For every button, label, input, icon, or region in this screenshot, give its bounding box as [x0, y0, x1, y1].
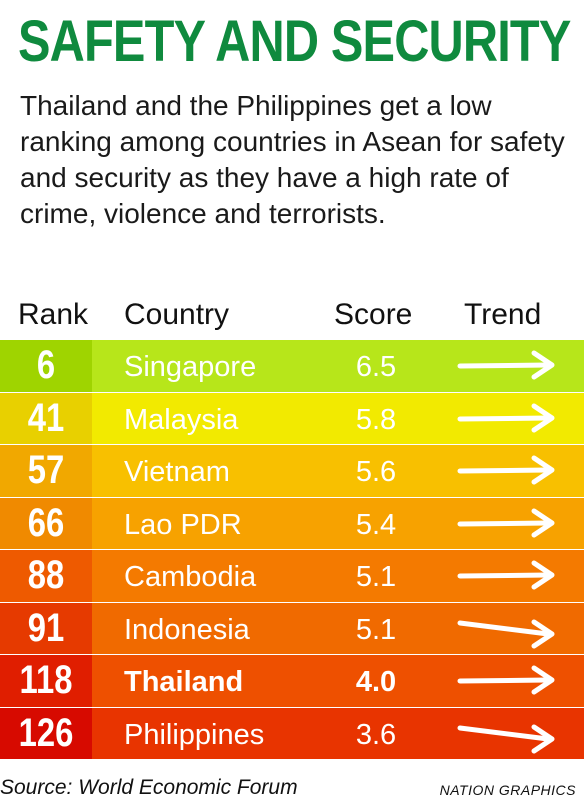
score-value: 5.6: [355, 456, 397, 488]
country-name: Malaysia: [124, 403, 239, 436]
score-value: 5.8: [355, 403, 397, 436]
table-row: 66 Lao PDR 5.4: [0, 497, 584, 550]
country-name: Thailand: [124, 666, 244, 698]
score-value: 6.5: [355, 351, 397, 383]
table-header: Rank Country Score Trend: [0, 296, 584, 340]
country-name: Philippines: [124, 718, 265, 751]
rank-cell: [0, 340, 92, 392]
trend-flat-arrow-icon: [457, 403, 555, 432]
table-row: 118 Thailand 4.0: [0, 655, 584, 708]
table-row: 57 Vietnam 5.6: [0, 445, 584, 498]
table-row: 126 Philippines 3.6: [0, 707, 584, 760]
trend-column-header: Trend: [464, 298, 542, 331]
table-row: 41 Malaysia 5.8: [0, 392, 584, 445]
trend-flat-arrow-icon: [457, 665, 555, 695]
country-name: Singapore: [124, 351, 257, 383]
score-value: 4.0: [355, 666, 397, 698]
rank-cell: [0, 655, 92, 707]
rank-cell: [0, 497, 92, 549]
trend-flat-arrow-icon: [457, 560, 555, 590]
table-row: 88 Cambodia 5.1: [0, 550, 584, 603]
trend-down-arrow-icon: [457, 724, 555, 753]
rank-value: 57: [27, 448, 65, 492]
source-note: Source: World Economic Forum: [0, 776, 298, 799]
rank-value: 6: [36, 343, 56, 387]
trend-down-arrow-icon: [457, 619, 555, 648]
rank-value: 66: [27, 500, 65, 545]
country-name: Cambodia: [124, 561, 257, 593]
rank-cell: [0, 707, 92, 759]
rank-value: 91: [27, 605, 65, 650]
rank-cell: [0, 602, 92, 654]
page-title: SAFETY AND SECURITY: [18, 9, 571, 74]
country-name: Lao PDR: [124, 508, 242, 541]
credit-note: NATION GRAPHICS: [439, 782, 576, 798]
country-column-header: Country: [124, 298, 230, 331]
score-value: 5.1: [355, 613, 397, 646]
score-value: 3.6: [355, 718, 397, 751]
country-name: Indonesia: [124, 613, 250, 646]
rank-value: 41: [27, 395, 65, 440]
rank-cell: [0, 392, 92, 444]
rank-cell: [0, 445, 92, 497]
score-value: 5.4: [355, 508, 397, 541]
score-column-header: Score: [334, 298, 413, 331]
subtitle: Thailand and the Philippines get a low r…: [20, 90, 565, 229]
rank-value: 126: [18, 710, 74, 755]
trend-flat-arrow-icon: [457, 508, 555, 537]
rank-cell: [0, 550, 92, 602]
rank-value: 118: [19, 658, 73, 702]
table-row: 6 Singapore 6.5: [0, 340, 584, 393]
ranking-table: 6 Singapore 6.5 41 Malaysia 5.8 57 Vietnam 5.6 66…: [0, 340, 584, 760]
trend-flat-arrow-icon: [457, 455, 555, 485]
rank-column-header: Rank: [18, 298, 89, 331]
rank-value: 88: [27, 553, 65, 597]
country-name: Vietnam: [124, 456, 230, 488]
score-value: 5.1: [355, 561, 397, 593]
trend-flat-arrow-icon: [457, 350, 555, 380]
table-row: 91 Indonesia 5.1: [0, 602, 584, 655]
